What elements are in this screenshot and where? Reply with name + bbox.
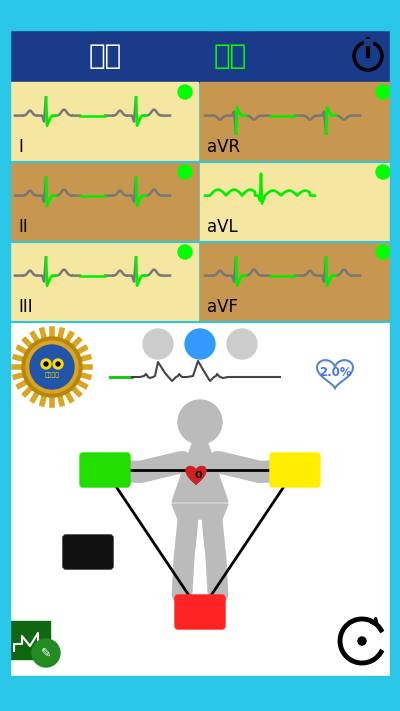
Circle shape bbox=[178, 165, 192, 179]
Circle shape bbox=[22, 337, 82, 397]
Bar bbox=[0, 676, 400, 711]
Circle shape bbox=[26, 341, 78, 393]
Polygon shape bbox=[186, 466, 206, 484]
FancyBboxPatch shape bbox=[270, 453, 320, 487]
Bar bbox=[364, 39, 372, 45]
Bar bbox=[10, 242, 198, 322]
Text: O: O bbox=[194, 471, 202, 479]
Circle shape bbox=[178, 400, 222, 444]
Bar bbox=[10, 322, 390, 676]
Text: 波形: 波形 bbox=[88, 42, 122, 70]
FancyBboxPatch shape bbox=[175, 595, 225, 629]
Circle shape bbox=[376, 85, 390, 99]
Circle shape bbox=[95, 460, 115, 480]
Circle shape bbox=[143, 329, 173, 359]
Bar bbox=[10, 82, 198, 162]
Circle shape bbox=[285, 460, 305, 480]
FancyBboxPatch shape bbox=[80, 453, 130, 487]
Circle shape bbox=[32, 639, 60, 667]
Bar bbox=[8, 621, 50, 659]
Circle shape bbox=[178, 85, 192, 99]
FancyBboxPatch shape bbox=[63, 535, 113, 569]
Bar bbox=[10, 30, 390, 82]
Bar bbox=[0, 0, 10, 711]
Circle shape bbox=[53, 359, 63, 369]
Circle shape bbox=[41, 359, 51, 369]
Circle shape bbox=[178, 245, 192, 259]
Text: I: I bbox=[18, 138, 23, 156]
Polygon shape bbox=[172, 504, 228, 519]
Text: F: F bbox=[196, 597, 204, 611]
Bar bbox=[200, 162, 390, 242]
Circle shape bbox=[376, 165, 390, 179]
Text: aVF: aVF bbox=[207, 298, 238, 316]
Text: ✎: ✎ bbox=[41, 646, 51, 660]
Bar bbox=[200, 82, 390, 162]
Circle shape bbox=[376, 245, 390, 259]
Text: 路有小成: 路有小成 bbox=[44, 372, 60, 378]
Polygon shape bbox=[172, 444, 228, 502]
Bar bbox=[10, 162, 198, 242]
Text: 导联: 导联 bbox=[213, 42, 247, 70]
Bar bbox=[200, 242, 390, 322]
Circle shape bbox=[44, 362, 48, 366]
Circle shape bbox=[185, 329, 215, 359]
Polygon shape bbox=[317, 360, 353, 388]
Text: III: III bbox=[18, 298, 33, 316]
Circle shape bbox=[30, 345, 74, 389]
Circle shape bbox=[358, 637, 366, 645]
Bar bbox=[0, 0, 400, 30]
Circle shape bbox=[227, 329, 257, 359]
Bar bbox=[390, 0, 400, 711]
Text: aVR: aVR bbox=[207, 138, 240, 156]
Circle shape bbox=[56, 362, 60, 366]
Text: II: II bbox=[18, 218, 28, 236]
Text: 2.0%: 2.0% bbox=[319, 366, 351, 380]
Text: aVL: aVL bbox=[207, 218, 238, 236]
